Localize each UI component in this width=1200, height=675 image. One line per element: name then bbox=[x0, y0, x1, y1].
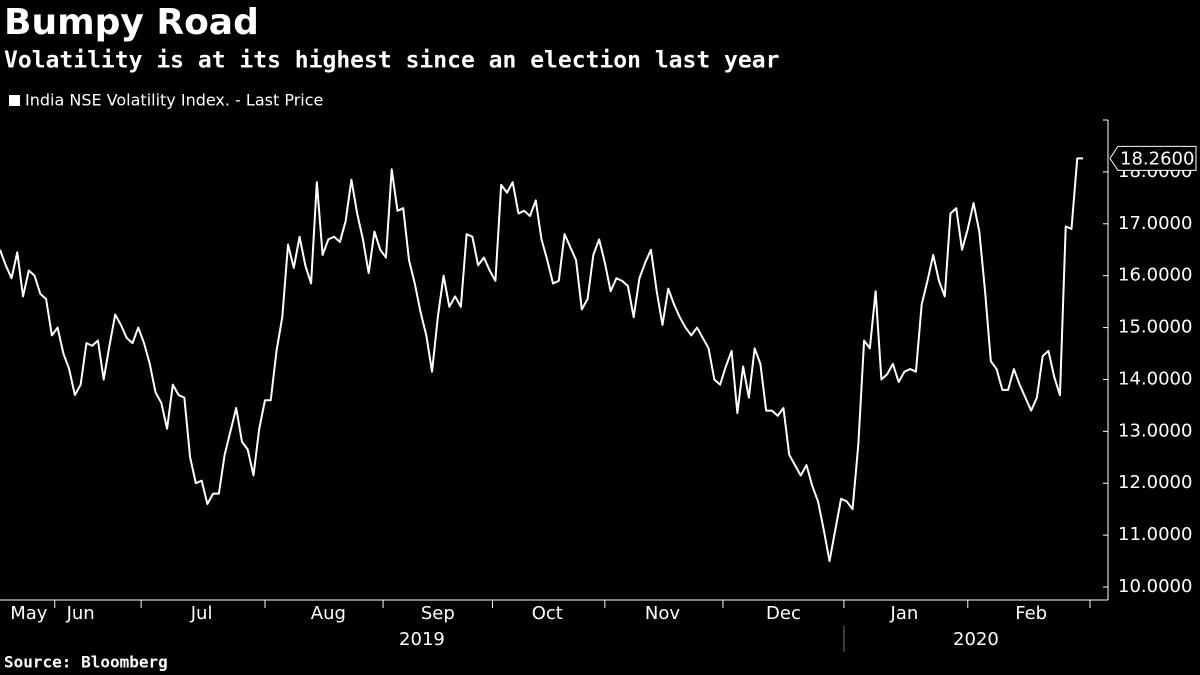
data-line bbox=[0, 157, 1083, 563]
year-label: 2019 bbox=[399, 629, 445, 650]
x-tick-label: Dec bbox=[766, 603, 801, 624]
year-label: 2020 bbox=[953, 629, 999, 650]
chart-subtitle: Volatility is at its highest since an el… bbox=[4, 48, 779, 74]
x-tick-label: Aug bbox=[311, 603, 346, 624]
legend-label: India NSE Volatility Index. - Last Price bbox=[25, 91, 323, 110]
y-tick-label: 16.0000 bbox=[1118, 265, 1192, 286]
y-tick-label: 14.0000 bbox=[1118, 368, 1192, 389]
y-tick-label: 17.0000 bbox=[1118, 213, 1192, 234]
last-value-label: 18.2600 bbox=[1120, 148, 1194, 169]
chart-title: Bumpy Road bbox=[4, 2, 259, 43]
y-tick-label: 12.0000 bbox=[1118, 472, 1192, 493]
y-tick-label: 15.0000 bbox=[1118, 317, 1192, 338]
legend-swatch bbox=[9, 95, 20, 106]
x-tick-label: Oct bbox=[532, 603, 563, 624]
x-tick-label: Feb bbox=[1015, 603, 1047, 624]
x-tick-label: May bbox=[10, 603, 48, 624]
last-value-callout bbox=[1109, 145, 1197, 171]
y-tick-label: 11.0000 bbox=[1118, 524, 1192, 545]
x-tick-label: Sep bbox=[421, 603, 455, 624]
y-tick-label: 10.0000 bbox=[1118, 576, 1192, 597]
x-tick-label: Jun bbox=[66, 603, 95, 624]
source-note: Source: Bloomberg bbox=[4, 653, 168, 672]
y-tick-label: 13.0000 bbox=[1118, 420, 1192, 441]
x-tick-label: Jul bbox=[190, 603, 213, 624]
x-tick-label: Jan bbox=[890, 603, 919, 624]
x-tick-label: Nov bbox=[645, 603, 680, 624]
